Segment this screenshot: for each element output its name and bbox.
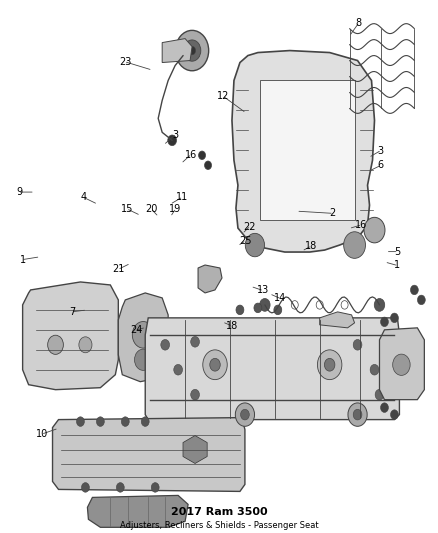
Circle shape bbox=[203, 350, 227, 379]
Circle shape bbox=[260, 298, 270, 311]
Text: 18: 18 bbox=[304, 241, 317, 251]
Circle shape bbox=[370, 365, 379, 375]
Circle shape bbox=[198, 151, 205, 159]
Polygon shape bbox=[53, 417, 245, 491]
Polygon shape bbox=[145, 318, 399, 419]
Polygon shape bbox=[183, 435, 207, 464]
Text: 15: 15 bbox=[121, 204, 134, 214]
Circle shape bbox=[410, 285, 418, 295]
Text: 2: 2 bbox=[329, 208, 336, 219]
Polygon shape bbox=[88, 495, 188, 527]
Text: 12: 12 bbox=[217, 91, 230, 101]
Text: 10: 10 bbox=[36, 429, 48, 439]
Text: 25: 25 bbox=[239, 236, 251, 246]
Polygon shape bbox=[23, 282, 118, 390]
Circle shape bbox=[117, 483, 124, 492]
Text: Adjusters, Recliners & Shields - Passenger Seat: Adjusters, Recliners & Shields - Passeng… bbox=[120, 521, 318, 530]
Circle shape bbox=[375, 389, 384, 400]
Text: 1: 1 bbox=[394, 261, 400, 270]
Circle shape bbox=[205, 161, 212, 169]
Text: 23: 23 bbox=[119, 57, 131, 67]
Text: 3: 3 bbox=[378, 146, 384, 156]
Circle shape bbox=[96, 417, 104, 426]
Circle shape bbox=[191, 336, 199, 347]
Circle shape bbox=[48, 335, 64, 354]
Circle shape bbox=[174, 365, 183, 375]
Circle shape bbox=[391, 313, 399, 322]
Text: 13: 13 bbox=[257, 286, 269, 295]
Polygon shape bbox=[260, 80, 355, 220]
Circle shape bbox=[168, 135, 177, 146]
Circle shape bbox=[189, 46, 196, 55]
Text: 18: 18 bbox=[226, 321, 238, 331]
Circle shape bbox=[374, 298, 385, 311]
Circle shape bbox=[353, 340, 362, 350]
Polygon shape bbox=[320, 312, 355, 328]
Text: 9: 9 bbox=[16, 187, 22, 197]
Circle shape bbox=[191, 389, 199, 400]
Circle shape bbox=[236, 305, 244, 314]
Circle shape bbox=[210, 358, 220, 371]
Circle shape bbox=[348, 403, 367, 426]
Circle shape bbox=[364, 217, 385, 243]
Circle shape bbox=[79, 337, 92, 353]
Polygon shape bbox=[198, 265, 222, 293]
Text: 16: 16 bbox=[184, 150, 197, 160]
Circle shape bbox=[77, 417, 85, 426]
Text: 6: 6 bbox=[378, 160, 384, 171]
Circle shape bbox=[161, 340, 170, 350]
Text: 7: 7 bbox=[70, 306, 76, 317]
Circle shape bbox=[391, 410, 399, 419]
Polygon shape bbox=[232, 51, 374, 252]
Circle shape bbox=[344, 232, 365, 259]
Circle shape bbox=[132, 321, 154, 348]
Circle shape bbox=[81, 483, 89, 492]
Text: 19: 19 bbox=[169, 204, 181, 214]
Text: 4: 4 bbox=[81, 192, 87, 203]
Text: 8: 8 bbox=[356, 18, 362, 28]
Circle shape bbox=[121, 417, 129, 426]
Circle shape bbox=[235, 403, 254, 426]
Text: 20: 20 bbox=[145, 204, 158, 214]
Circle shape bbox=[240, 409, 249, 420]
Polygon shape bbox=[379, 328, 424, 400]
Circle shape bbox=[245, 233, 265, 257]
Circle shape bbox=[318, 350, 342, 379]
Circle shape bbox=[254, 303, 262, 313]
Text: 3: 3 bbox=[172, 130, 178, 140]
Circle shape bbox=[393, 354, 410, 375]
Text: 1: 1 bbox=[19, 255, 25, 264]
Circle shape bbox=[417, 295, 425, 305]
Text: 5: 5 bbox=[394, 247, 400, 256]
Text: 14: 14 bbox=[274, 293, 286, 303]
Circle shape bbox=[151, 483, 159, 492]
Circle shape bbox=[176, 30, 208, 71]
Text: 11: 11 bbox=[176, 192, 188, 203]
Text: 21: 21 bbox=[113, 264, 125, 274]
Circle shape bbox=[325, 358, 335, 371]
Circle shape bbox=[353, 409, 362, 420]
Circle shape bbox=[141, 417, 149, 426]
Text: 16: 16 bbox=[355, 220, 367, 230]
Text: 22: 22 bbox=[244, 222, 256, 232]
Text: 24: 24 bbox=[130, 325, 142, 335]
Polygon shape bbox=[118, 293, 168, 382]
Text: 2017 Ram 3500: 2017 Ram 3500 bbox=[171, 507, 267, 517]
Circle shape bbox=[184, 40, 201, 61]
Circle shape bbox=[381, 317, 389, 327]
Polygon shape bbox=[162, 38, 192, 62]
Circle shape bbox=[274, 305, 282, 314]
Circle shape bbox=[381, 403, 389, 413]
Circle shape bbox=[134, 349, 152, 370]
